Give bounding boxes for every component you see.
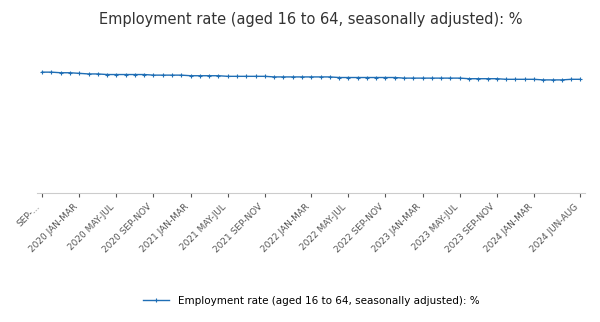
Employment rate (aged 16 to 64, seasonally adjusted): %: (0, 75.3): %: (0, 75.3) <box>38 70 46 74</box>
Title: Employment rate (aged 16 to 64, seasonally adjusted): %: Employment rate (aged 16 to 64, seasonal… <box>100 12 523 27</box>
Employment rate (aged 16 to 64, seasonally adjusted): %: (58, 74.1): %: (58, 74.1) <box>577 77 584 81</box>
Employment rate (aged 16 to 64, seasonally adjusted): %: (9, 74.9): %: (9, 74.9) <box>122 72 129 76</box>
Line: Employment rate (aged 16 to 64, seasonally adjusted): %: Employment rate (aged 16 to 64, seasonal… <box>40 70 583 82</box>
Employment rate (aged 16 to 64, seasonally adjusted): %: (2, 75.2): %: (2, 75.2) <box>57 71 64 75</box>
Employment rate (aged 16 to 64, seasonally adjusted): %: (30, 74.5): %: (30, 74.5) <box>317 75 324 79</box>
Employment rate (aged 16 to 64, seasonally adjusted): %: (54, 74): %: (54, 74) <box>539 78 547 82</box>
Employment rate (aged 16 to 64, seasonally adjusted): %: (15, 74.8): %: (15, 74.8) <box>178 73 185 77</box>
Employment rate (aged 16 to 64, seasonally adjusted): %: (6, 75): %: (6, 75) <box>94 72 101 76</box>
Legend: Employment rate (aged 16 to 64, seasonally adjusted): %: Employment rate (aged 16 to 64, seasonal… <box>139 292 484 310</box>
Employment rate (aged 16 to 64, seasonally adjusted): %: (42, 74.3): %: (42, 74.3) <box>428 76 436 80</box>
